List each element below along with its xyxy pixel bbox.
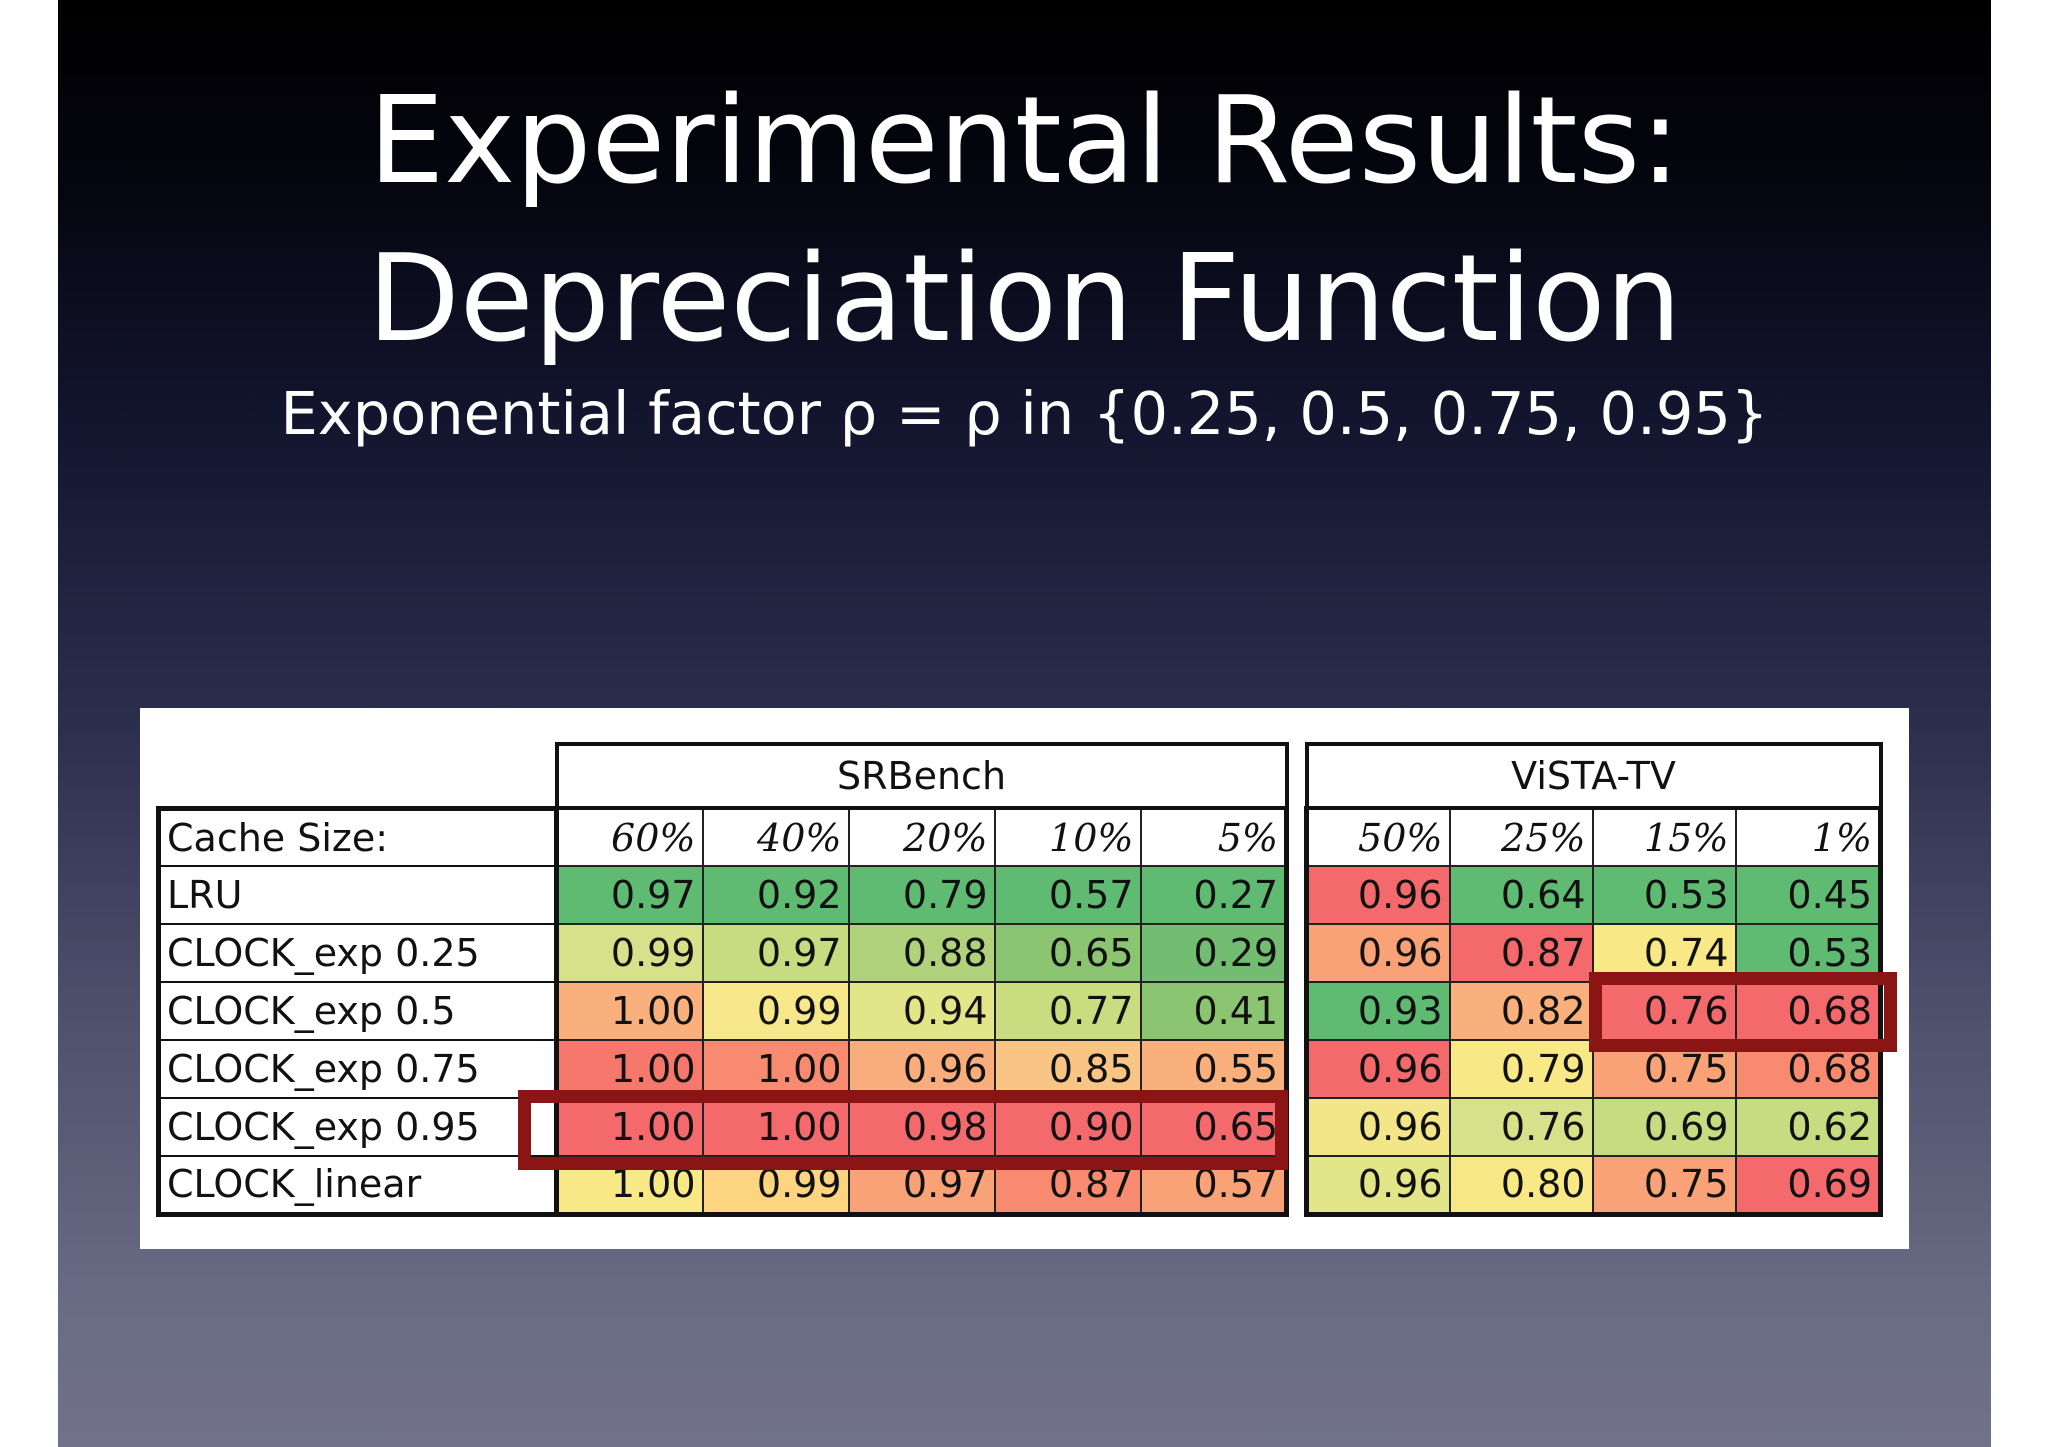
- srbench-value-cell: 0.65: [1139, 1097, 1290, 1157]
- srbench-value-cell: 0.85: [993, 1039, 1142, 1099]
- row-label: CLOCK_linear: [156, 1155, 559, 1217]
- vista-value-cell: 0.87: [1448, 923, 1594, 983]
- vista-col-header: 15%: [1591, 806, 1737, 867]
- srbench-value-cell: 0.92: [701, 865, 850, 925]
- vista-value-cell: 0.45: [1734, 865, 1884, 925]
- srbench-col-header: 10%: [993, 806, 1142, 867]
- vista-value-cell: 0.82: [1448, 981, 1594, 1041]
- vista-value-cell: 0.96: [1304, 865, 1451, 925]
- cache-size-label: Cache Size:: [156, 805, 559, 867]
- vista-value-cell: 0.96: [1304, 1039, 1451, 1099]
- table-row: CLOCK_exp 0.95 1.00 1.00 0.98 0.90 0.65: [156, 1097, 1290, 1157]
- srbench-col-header: 40%: [701, 806, 850, 867]
- table-row: CLOCK_exp 0.25 0.99 0.97 0.88 0.65 0.29: [156, 923, 1290, 983]
- srbench-value-cell: 0.79: [847, 865, 996, 925]
- table-row: 0.96 0.87 0.74 0.53: [1304, 923, 1884, 983]
- vista-value-cell: 0.93: [1304, 981, 1451, 1041]
- srbench-value-cell: 0.97: [554, 865, 704, 925]
- srbench-body: LRU 0.97 0.92 0.79 0.57 0.27 CLOCK_exp 0.25 0.9…: [156, 865, 1290, 1217]
- vista-value-cell: 0.69: [1591, 1097, 1737, 1157]
- highlight-box-srbench-clock-exp-095: [518, 1090, 1288, 1170]
- srbench-col-header: 5%: [1139, 806, 1290, 867]
- vista-col-header: 1%: [1734, 806, 1884, 867]
- srbench-value-cell: 0.97: [701, 923, 850, 983]
- srbench-value-cell: 0.90: [993, 1097, 1142, 1157]
- vista-value-cell: 0.62: [1734, 1097, 1884, 1157]
- results-table-image: SRBench Cache Size: 60% 40% 20% 10% 5% L…: [140, 708, 1909, 1249]
- table-row: 0.96 0.76 0.69 0.62: [1304, 1097, 1884, 1157]
- srbench-table: SRBench Cache Size: 60% 40% 20% 10% 5% L…: [156, 742, 1290, 1217]
- srbench-value-cell: 0.99: [554, 923, 704, 983]
- row-label: CLOCK_exp 0.95: [156, 1097, 559, 1157]
- srbench-value-cell: 0.88: [847, 923, 996, 983]
- slide-title-line1: Experimental Results:: [368, 72, 1681, 211]
- srbench-value-cell: 0.55: [1139, 1039, 1290, 1099]
- srbench-col-header: 60%: [554, 806, 704, 867]
- vista-value-cell: 0.68: [1734, 981, 1884, 1041]
- srbench-value-cell: 1.00: [701, 1097, 850, 1157]
- vista-value-cell: 0.64: [1448, 865, 1594, 925]
- srbench-value-cell: 0.29: [1139, 923, 1290, 983]
- row-label: CLOCK_exp 0.25: [156, 923, 559, 983]
- srbench-col-header: 20%: [847, 806, 996, 867]
- table-row: 0.96 0.64 0.53 0.45: [1304, 865, 1884, 925]
- table-row: 0.93 0.82 0.76 0.68: [1304, 981, 1884, 1041]
- srbench-value-cell: 0.41: [1139, 981, 1290, 1041]
- vista-value-cell: 0.53: [1591, 865, 1737, 925]
- srbench-value-cell: 0.99: [701, 981, 850, 1041]
- corner-blank: [159, 744, 557, 808]
- vista-value-cell: 0.75: [1591, 1155, 1737, 1217]
- vista-value-cell: 0.96: [1304, 1155, 1451, 1217]
- vista-value-cell: 0.96: [1304, 923, 1451, 983]
- row-label: CLOCK_exp 0.5: [156, 981, 559, 1041]
- srbench-value-cell: 1.00: [701, 1039, 850, 1099]
- vista-value-cell: 0.96: [1304, 1097, 1451, 1157]
- srbench-value-cell: 0.94: [847, 981, 996, 1041]
- row-label: LRU: [156, 865, 559, 925]
- vista-col-header: 50%: [1304, 806, 1451, 867]
- srbench-value-cell: 1.00: [554, 1039, 704, 1099]
- srbench-value-cell: 1.00: [554, 981, 704, 1041]
- row-label: CLOCK_exp 0.75: [156, 1039, 559, 1099]
- srbench-value-cell: 0.27: [1139, 865, 1290, 925]
- srbench-value-cell: 0.57: [993, 865, 1142, 925]
- slide-title-line2: Depreciation Function: [367, 230, 1682, 369]
- srbench-value-cell: 1.00: [554, 1097, 704, 1157]
- vista-value-cell: 0.69: [1734, 1155, 1884, 1217]
- vista-col-header: 25%: [1448, 806, 1594, 867]
- vista-value-cell: 0.79: [1448, 1039, 1594, 1099]
- srbench-value-cell: 0.65: [993, 923, 1142, 983]
- table-row: CLOCK_exp 0.75 1.00 1.00 0.96 0.85 0.55: [156, 1039, 1290, 1099]
- table-row: 0.96 0.80 0.75 0.69: [1304, 1155, 1884, 1217]
- srbench-header: SRBench: [554, 742, 1289, 810]
- vista-header: ViSTA-TV: [1304, 742, 1883, 810]
- vista-value-cell: 0.76: [1448, 1097, 1594, 1157]
- table-row: CLOCK_exp 0.5 1.00 0.99 0.94 0.77 0.41: [156, 981, 1290, 1041]
- highlight-box-vista-clock-exp-05: [1589, 972, 1897, 1052]
- srbench-value-cell: 0.77: [993, 981, 1142, 1041]
- slide-subtitle: Exponential factor ρ = ρ in {0.25, 0.5, …: [280, 379, 1769, 448]
- table-row: LRU 0.97 0.92 0.79 0.57 0.27: [156, 865, 1290, 925]
- vista-value-cell: 0.80: [1448, 1155, 1594, 1217]
